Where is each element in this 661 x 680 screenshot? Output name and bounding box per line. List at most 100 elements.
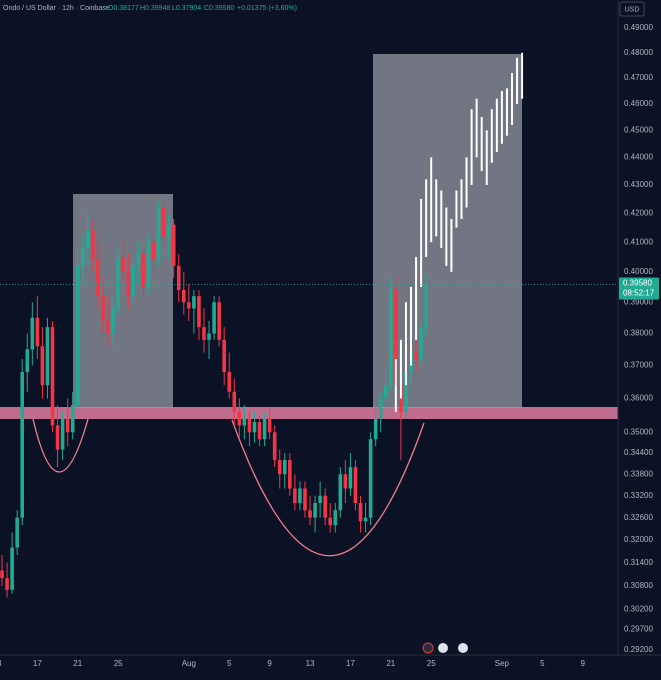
projection-bar xyxy=(485,130,488,185)
candle-body xyxy=(70,405,75,433)
projection-bar xyxy=(500,90,503,144)
candle-body xyxy=(111,308,115,334)
price-tag xyxy=(619,277,659,300)
candle-body xyxy=(399,385,403,412)
projection-bar xyxy=(490,109,493,163)
candle-body xyxy=(288,460,292,489)
candle-body xyxy=(394,290,398,386)
candle-body xyxy=(222,339,226,373)
event-icon[interactable] xyxy=(458,643,468,653)
candle-body xyxy=(60,418,65,450)
projection-bar xyxy=(440,190,443,249)
range-box xyxy=(73,194,173,408)
candle-body xyxy=(166,224,171,237)
candle-body xyxy=(141,253,146,287)
candle-body xyxy=(126,271,131,297)
candle-body xyxy=(202,327,206,340)
y-tick-label: 0.42000 xyxy=(624,208,653,217)
x-tick-label: 13 xyxy=(0,659,2,668)
currency-button[interactable] xyxy=(619,1,645,17)
candle-body xyxy=(282,460,287,475)
y-tick-label: 0.34400 xyxy=(624,448,653,457)
candle-body xyxy=(207,333,211,340)
candle-body xyxy=(424,284,428,328)
cup-curve xyxy=(32,418,89,473)
y-tick-label: 0.30200 xyxy=(624,605,653,614)
candle-body xyxy=(252,422,257,433)
y-tick-label: 0.35000 xyxy=(624,427,653,436)
x-tick-label: 9 xyxy=(267,659,272,668)
x-tick-label: Aug xyxy=(182,659,196,668)
x-tick-label: 21 xyxy=(73,659,82,668)
candle-body xyxy=(333,510,338,526)
y-tick-label: 0.39000 xyxy=(624,297,653,306)
candle-body xyxy=(106,320,110,334)
y-tick-label: 0.32600 xyxy=(624,513,653,522)
event-icon[interactable] xyxy=(438,643,448,653)
projection-bar xyxy=(435,179,438,237)
y-tick-label: 0.40000 xyxy=(624,267,653,276)
y-tick-label: 0.33800 xyxy=(624,469,653,478)
y-tick-label: 0.48000 xyxy=(624,48,653,57)
candle-body xyxy=(131,265,136,297)
candle-body xyxy=(10,547,14,590)
currency[interactable]: USD xyxy=(625,6,640,13)
y-tick-label: 0.36000 xyxy=(624,394,653,403)
candle-body xyxy=(176,265,181,291)
x-tick-label: 25 xyxy=(114,659,123,668)
candle-body xyxy=(192,296,196,309)
ohlc-close: C0.39580 xyxy=(204,5,234,12)
candle-body xyxy=(55,425,60,450)
candle-body xyxy=(0,570,4,579)
y-tick-label: 0.30800 xyxy=(624,581,653,590)
y-tick-label: 0.49000 xyxy=(624,23,653,32)
candle-body xyxy=(338,474,343,511)
event-icon[interactable] xyxy=(422,642,434,654)
candle-body xyxy=(328,517,333,526)
candle-body xyxy=(242,418,247,426)
projection-bar xyxy=(420,199,423,287)
candle-body xyxy=(267,418,272,433)
candle-body xyxy=(171,224,176,266)
candle-body xyxy=(30,317,35,350)
candle-body xyxy=(414,352,418,360)
ohlc-change: +0.01375 (+3.60%) xyxy=(237,5,297,12)
projection-bar xyxy=(480,117,483,172)
candle-body xyxy=(257,422,262,440)
candle-body xyxy=(247,418,252,433)
candle-body xyxy=(212,302,216,334)
y-tick-label: 0.31400 xyxy=(624,558,653,567)
candle-body xyxy=(20,372,25,518)
projection-bar xyxy=(516,57,519,104)
symbol: Ondo / US Dollar · 12h · Coinbase xyxy=(3,5,110,12)
candle-body xyxy=(50,327,55,426)
candle-body xyxy=(343,474,348,489)
ohlc-high: H0.39948 xyxy=(140,5,170,12)
projection-bar xyxy=(460,179,463,219)
candle-body xyxy=(151,242,156,260)
candle-body xyxy=(75,265,80,406)
candle-body xyxy=(156,207,161,260)
candle-body xyxy=(136,253,141,266)
projection-bar xyxy=(510,72,513,125)
y-tick-label: 0.46000 xyxy=(624,99,653,108)
candle-body xyxy=(232,391,237,412)
y-tick-label: 0.37000 xyxy=(624,361,653,370)
candle-body xyxy=(86,230,90,249)
candle-body xyxy=(116,256,120,309)
y-tick-label: 0.33200 xyxy=(624,491,653,500)
x-tick-label: 17 xyxy=(33,659,42,668)
x-tick-label: 17 xyxy=(346,659,355,668)
projection-bar xyxy=(404,302,407,386)
countdown: 08:52:17 xyxy=(623,289,655,298)
candle-body xyxy=(121,256,126,272)
candle-body xyxy=(368,439,373,518)
candle-body xyxy=(25,349,30,373)
candle-body xyxy=(358,503,363,522)
candle-body xyxy=(101,296,105,321)
projection-bar xyxy=(430,157,433,243)
candle-body xyxy=(419,327,423,360)
projection-bar xyxy=(425,179,428,257)
candle-body xyxy=(181,290,186,303)
projection-bar xyxy=(450,218,453,272)
